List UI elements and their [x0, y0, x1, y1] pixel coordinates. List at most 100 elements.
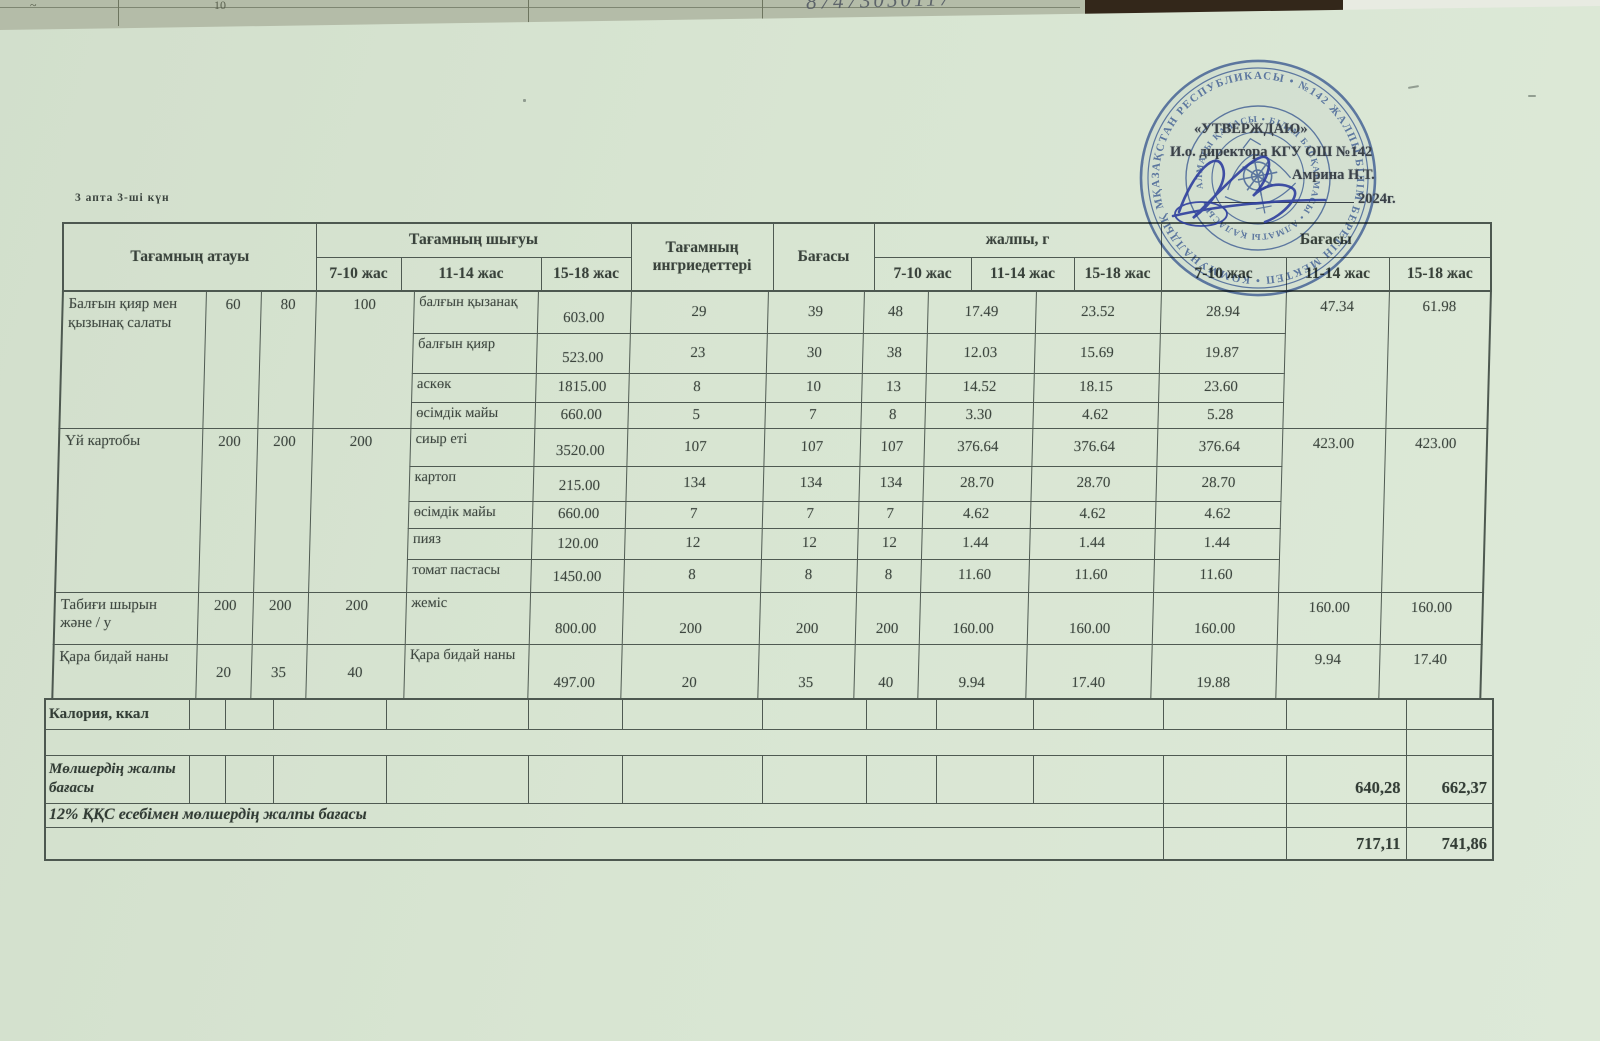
table-row: Тағамның атауы Тағамның шығуы Тағамның и…: [62, 222, 1492, 292]
white-paper-edge: [1343, 0, 1600, 11]
cost-7-10: 160.00: [918, 592, 1029, 644]
cost-7-10: 9.94: [917, 644, 1027, 699]
table-row: 717,11 741,86: [44, 826, 1494, 861]
empty-cell: [188, 754, 226, 804]
table-row: [44, 728, 1494, 756]
grams-7-10: 20: [620, 644, 759, 699]
dish-total-2: 61.98: [1385, 291, 1491, 428]
table-row: Қара бидай наны 20 35 40 Қара бидай наны…: [52, 644, 1482, 699]
grams-15-18: 13: [861, 373, 926, 402]
unit-price: 215.00: [532, 466, 627, 501]
unit-price: 3520.00: [533, 428, 628, 466]
cost-15-18: 160.00: [1151, 592, 1279, 644]
empty-cell: [1162, 754, 1287, 804]
grams-11-14: 30: [765, 333, 863, 373]
menu-table-footer: Калория, ккал Мөлшердің жалпы бағасы 640…: [44, 698, 1494, 861]
grams-7-10: 29: [629, 291, 768, 333]
header-age-col: 7-10 жас: [1160, 256, 1287, 292]
header-age-col: 11-14 жас: [970, 256, 1075, 292]
grams-15-18: 107: [859, 428, 925, 466]
empty-cell: [188, 698, 226, 730]
ingredient-name: Қара бидай наны: [403, 644, 529, 699]
cost-11-14: 11.60: [1028, 559, 1154, 592]
cost-15-18: 1.44: [1153, 528, 1280, 559]
header-total-grams-group: жалпы, г: [873, 222, 1162, 258]
grams-15-18: 7: [857, 501, 923, 528]
cost-7-10: 4.62: [921, 501, 1031, 528]
empty-cell: [865, 754, 937, 804]
grams-15-18: 38: [861, 333, 927, 373]
grams-15-18: 8: [856, 559, 921, 592]
underlying-table-line: [0, 7, 1080, 8]
handwriting-fragment: ~: [30, 0, 37, 12]
ingredient-name: өсімдік майы: [410, 402, 536, 428]
dish-total-1: 47.34: [1282, 291, 1389, 428]
handwriting-fragment: 10: [214, 0, 226, 12]
cost-11-14: 1.44: [1028, 528, 1155, 559]
grams-11-14: 39: [766, 291, 864, 333]
dish-name: Қара бидай наны: [52, 644, 197, 699]
vat-total-value-2: 741,86: [1405, 826, 1494, 861]
unit-price: 660.00: [534, 402, 629, 428]
ingredient-name: жеміс: [404, 592, 531, 644]
cost-15-18: 4.62: [1154, 501, 1281, 528]
cost-15-18: 376.64: [1156, 428, 1283, 466]
cost-7-10: 17.49: [926, 291, 1036, 333]
header-dish-name: Тағамның атауы: [62, 222, 317, 292]
dish-total-2: 423.00: [1381, 428, 1488, 592]
portion-total-value-1: 640,28: [1285, 754, 1407, 804]
empty-cell: [1032, 698, 1164, 730]
empty-cell: [1032, 754, 1164, 804]
ingredient-name: пияз: [406, 528, 532, 559]
empty-cell: [865, 698, 937, 730]
portion-total-label: Мөлшердің жалпы бағасы: [44, 754, 190, 804]
table-surface-gap: [1085, 0, 1343, 14]
table-row: Калория, ккал: [44, 698, 1494, 730]
approval-position: И.о. директора КГУ ОШ №142: [1170, 144, 1373, 161]
approval-block: «УТВЕРЖДАЮ» И.о. директора КГУ ОШ №142 А…: [1160, 118, 1500, 211]
header-age-col: 7-10 жас: [873, 256, 972, 292]
vat-total-value-1: 717,11: [1285, 826, 1407, 861]
empty-cell: [1405, 698, 1494, 730]
cost-7-10: 12.03: [925, 333, 1035, 373]
portion-7-10: 200: [198, 428, 258, 592]
portion-7-10: 20: [195, 644, 252, 699]
portion-15-18: 100: [312, 291, 414, 428]
cost-7-10: 3.30: [924, 402, 1034, 428]
ingredient-name: өсімдік майы: [407, 501, 533, 528]
unit-price: 800.00: [528, 592, 624, 644]
header-ingredients: Тағамның ингриедеттері: [630, 222, 774, 292]
approval-year: 2024г.: [1358, 190, 1396, 207]
cost-11-14: 18.15: [1033, 373, 1159, 402]
ingredient-name: картоп: [408, 466, 534, 501]
portion-15-18: 200: [308, 428, 411, 592]
grams-7-10: 7: [624, 501, 763, 528]
portion-15-18: 200: [306, 592, 407, 644]
grams-11-14: 134: [762, 466, 860, 501]
table-row: Балғын қияр мен қызынақ салаты 60 80 100…: [59, 291, 1491, 428]
cost-7-10: 376.64: [923, 428, 1033, 466]
dish-total-1: 423.00: [1278, 428, 1386, 592]
empty-cell: [1405, 728, 1494, 756]
cost-7-10: 14.52: [925, 373, 1034, 402]
portion-7-10: 60: [202, 291, 261, 428]
empty-cell: [272, 698, 387, 730]
dish-name: Табиғи шырын және / у: [53, 592, 199, 644]
table-row: Табиғи шырын және / у 200 200 200 жеміс …: [53, 592, 1484, 644]
dish-total-1: 9.94: [1275, 644, 1380, 699]
grams-15-18: 200: [854, 592, 921, 644]
portion-11-14: 200: [253, 428, 313, 592]
underlying-table-line: [118, 0, 119, 26]
empty-cell: [224, 698, 274, 730]
grams-7-10: 8: [623, 559, 761, 592]
unit-price: 120.00: [530, 528, 625, 559]
table-row: 12% ҚҚС есебімен мөлшердің жалпы бағасы: [44, 802, 1494, 828]
empty-cell: [621, 754, 763, 804]
header-price-group: Бағасы: [1160, 222, 1492, 258]
header-yield-group: Тағамның шығуы: [315, 222, 632, 258]
empty-cell: [1162, 802, 1287, 828]
ingredient-name: сиыр еті: [409, 428, 535, 466]
cost-15-18: 19.87: [1158, 333, 1285, 373]
